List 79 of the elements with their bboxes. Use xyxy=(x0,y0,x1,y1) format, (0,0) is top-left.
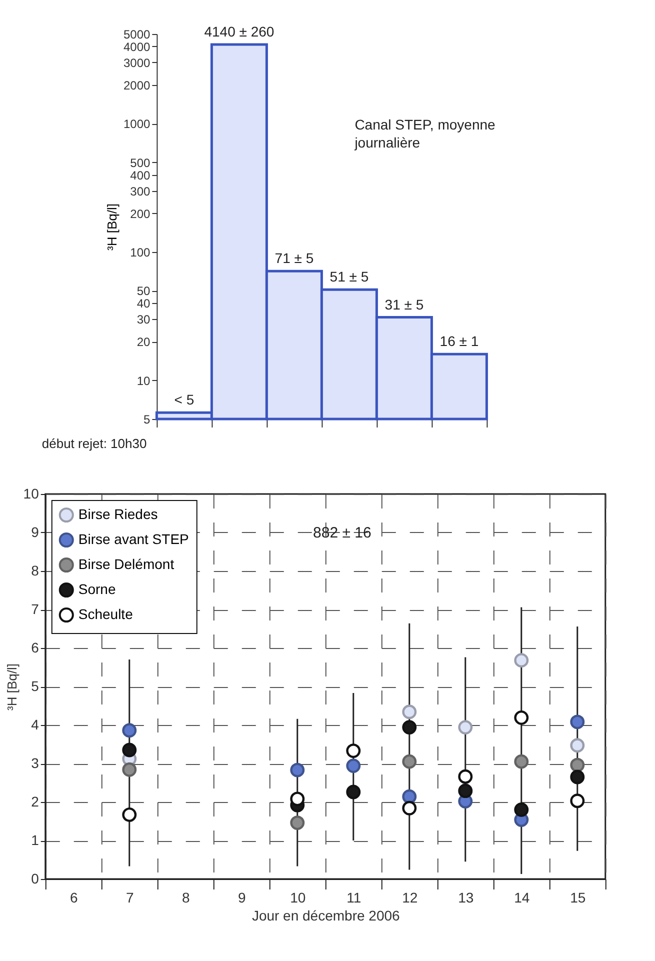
y-tick-label: 8 xyxy=(31,562,40,578)
point xyxy=(570,758,585,772)
point xyxy=(346,744,361,758)
point xyxy=(458,769,473,784)
point xyxy=(122,742,137,758)
point xyxy=(402,789,417,804)
point xyxy=(514,754,529,769)
point xyxy=(514,653,529,668)
y-tick-label: 6 xyxy=(31,640,40,656)
x-tick-label: 9 xyxy=(238,890,246,906)
point xyxy=(122,723,137,738)
y-tick-label: 400 xyxy=(130,168,151,182)
legend-label: Birse avant STEP xyxy=(78,531,189,547)
point xyxy=(570,770,585,784)
y-tick-label: 10 xyxy=(136,374,151,388)
y-tick-label: 20 xyxy=(136,335,151,350)
point xyxy=(290,792,305,806)
y-tick-label: 1000 xyxy=(123,117,151,132)
point xyxy=(402,720,417,735)
data-label: 31 ± 5 xyxy=(384,296,424,312)
point xyxy=(514,802,529,817)
point xyxy=(570,738,585,753)
y-tick-label: 3000 xyxy=(123,56,151,70)
annotation: Canal STEP, moyenne journalière xyxy=(354,116,496,151)
point xyxy=(122,762,137,777)
legend-label: Sorne xyxy=(78,581,116,597)
legend-label: Birse Riedes xyxy=(78,506,158,522)
y-tick-label: 4 xyxy=(31,716,40,732)
point xyxy=(458,784,473,798)
point xyxy=(402,704,417,720)
text: début rejet: 10h30 xyxy=(42,436,147,451)
y-tick-label: 50 xyxy=(136,284,151,298)
y-tick-label: 5 xyxy=(31,678,40,694)
y-tick-label: 500 xyxy=(130,156,151,170)
point xyxy=(346,758,361,774)
y-axis-title: ³H [Bq/l] xyxy=(4,664,20,710)
x-tick-label: 15 xyxy=(570,890,586,906)
y-tick-label: 30 xyxy=(136,312,151,327)
data-label: 4140 ± 260 xyxy=(204,24,274,40)
x-tick-label: 13 xyxy=(458,890,474,906)
y-tick-label: 100 xyxy=(130,246,151,260)
legend-label: Scheulte xyxy=(78,606,134,622)
y-tick-label: 5000 xyxy=(123,28,151,42)
x-tick-label: 8 xyxy=(182,890,190,906)
legend-label: Birse Delémont xyxy=(78,556,174,572)
y-tick-label: 3 xyxy=(31,755,40,771)
point xyxy=(402,800,417,816)
y-tick-label: 0 xyxy=(31,870,40,886)
data-label: < 5 xyxy=(174,392,194,408)
y-tick-label: 200 xyxy=(130,206,151,221)
point xyxy=(290,816,305,830)
y-tick-label: 2 xyxy=(31,794,40,810)
y-tick-label: 10 xyxy=(23,486,40,502)
y-tick-label: 4000 xyxy=(123,40,151,54)
y-tick-label: 300 xyxy=(130,184,151,198)
point xyxy=(458,720,473,735)
point xyxy=(514,710,529,725)
y-tick-label: 1 xyxy=(31,832,40,848)
data-label: 71 ± 5 xyxy=(274,250,314,266)
x-tick-label: 6 xyxy=(70,890,78,906)
x-tick-label: 10 xyxy=(290,890,306,906)
data-label: 51 ± 5 xyxy=(330,268,369,285)
data-label: 16 ± 1 xyxy=(440,333,479,350)
y-tick-label: 7 xyxy=(31,601,40,617)
point xyxy=(570,714,585,730)
point xyxy=(402,754,417,769)
y-tick-label: 40 xyxy=(136,296,151,311)
y-tick-label: 2000 xyxy=(123,78,151,93)
point xyxy=(290,762,305,778)
x-axis-title: Jour en décembre 2006 xyxy=(252,908,400,924)
y-tick-label: 5 xyxy=(144,412,151,426)
point xyxy=(570,794,585,808)
x-tick-label: 11 xyxy=(346,890,362,906)
x-tick-label: 14 xyxy=(514,890,530,906)
point xyxy=(122,807,137,822)
y-axis-title: ³H [Bq/l] xyxy=(104,204,120,250)
point xyxy=(346,784,361,800)
y-tick-label: 9 xyxy=(31,524,40,540)
x-tick-label: 12 xyxy=(402,890,418,906)
